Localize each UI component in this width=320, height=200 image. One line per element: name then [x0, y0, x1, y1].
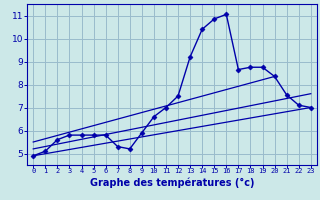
X-axis label: Graphe des températures (°c): Graphe des températures (°c): [90, 177, 254, 188]
